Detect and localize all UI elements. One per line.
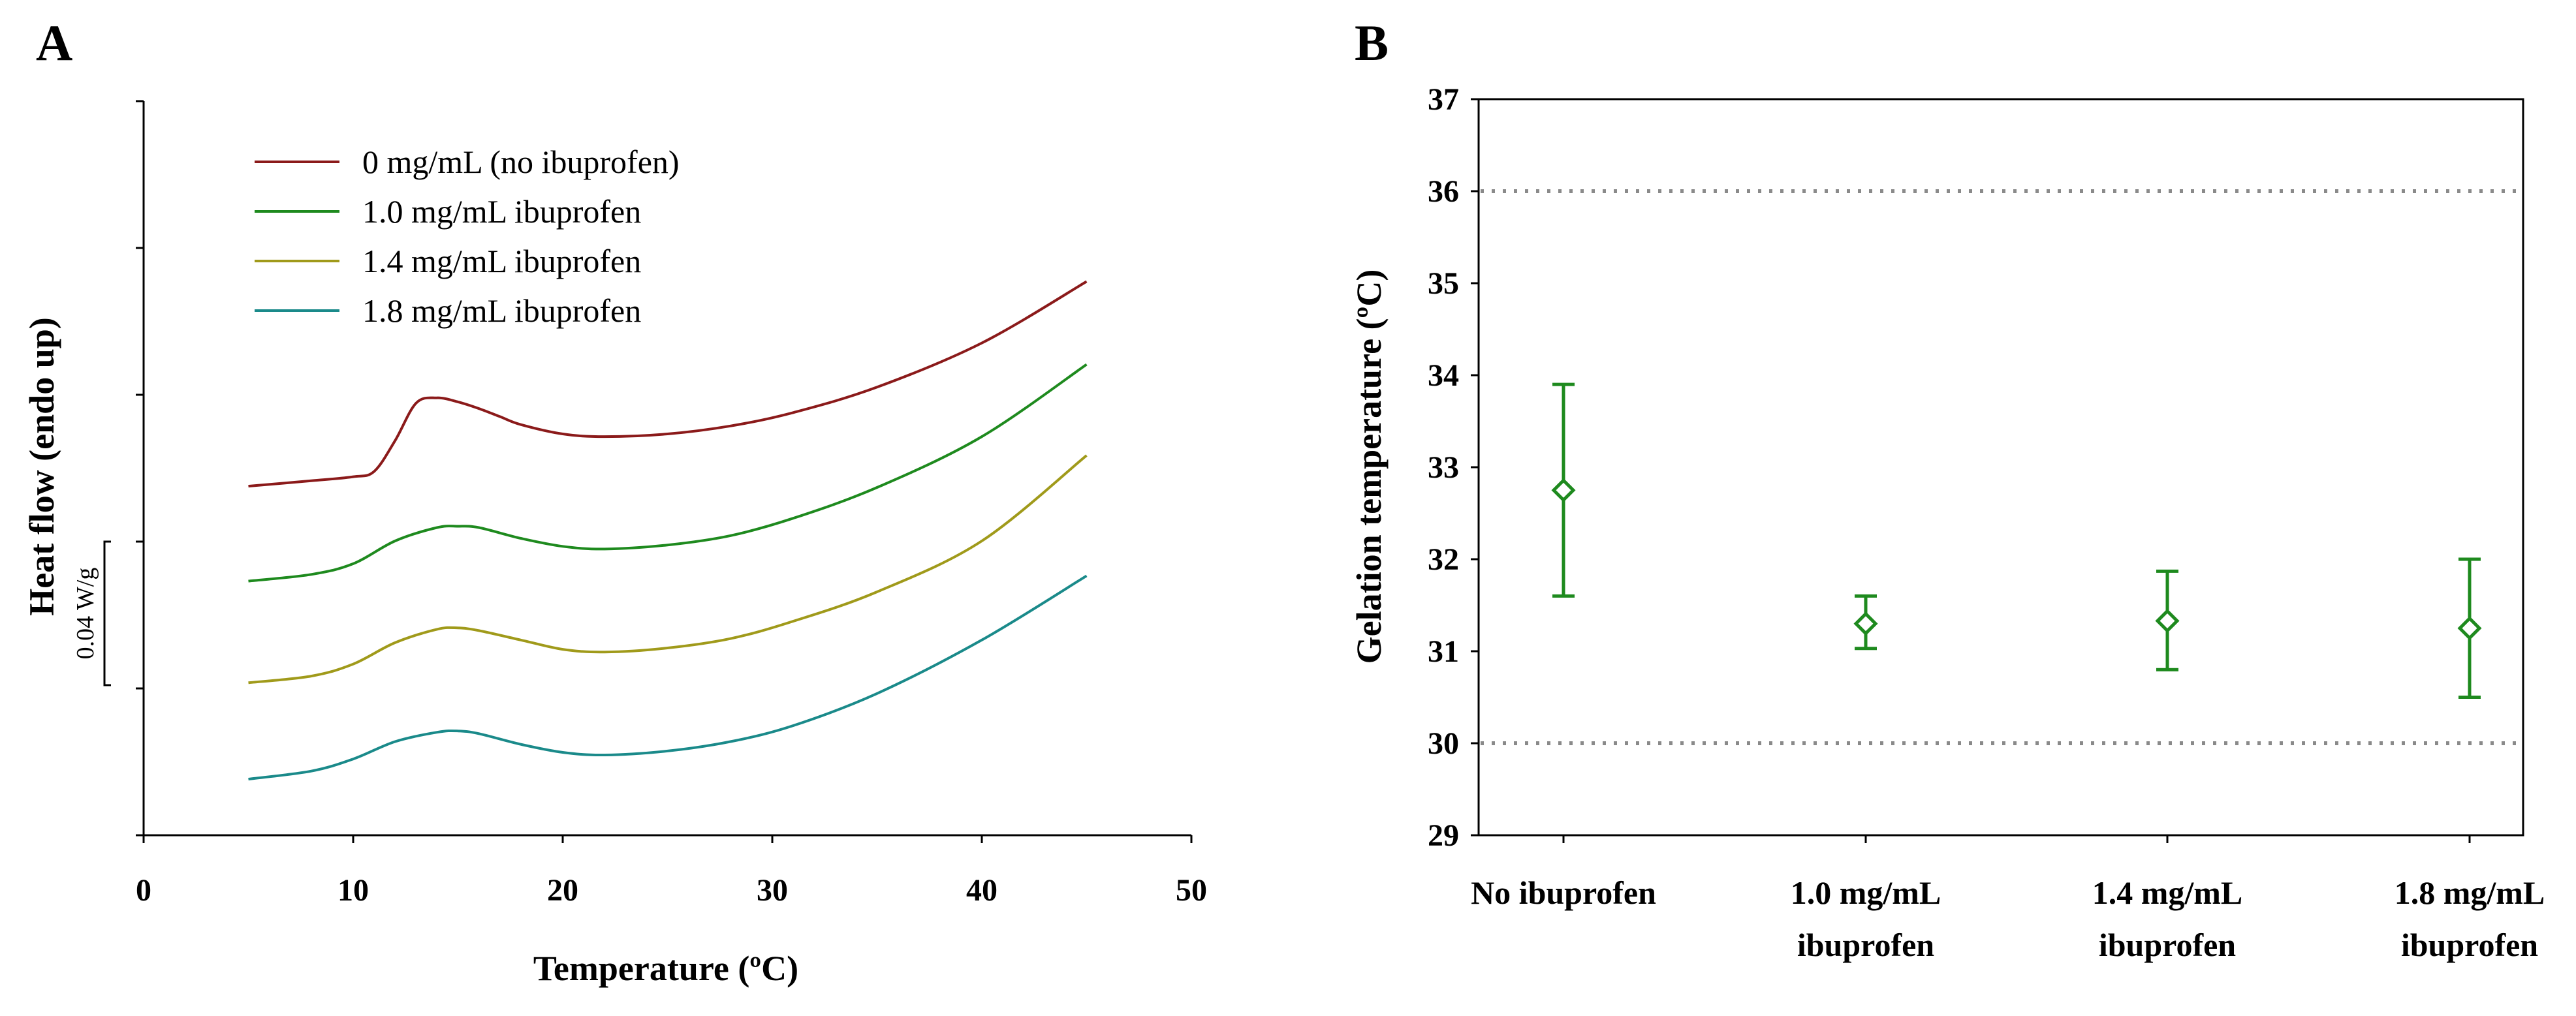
y-tick-label: 34 [1428,358,1459,393]
scale-bar: 0.04 W/g [72,540,111,686]
x-tick-label: 40 [966,873,997,908]
category-label: 1.8 mg/mL [2395,874,2545,911]
panel-b-points [1551,382,2482,843]
x-tick-label: 50 [1176,873,1207,908]
panel-b-letter: B [1355,14,1389,71]
panel-b: B 29 30 31 32 33 34 35 36 37 No ibuprofen 1.0 mg/… [1349,14,2545,963]
category-label: No ibuprofen [1471,874,1656,911]
panel-b-categories: No ibuprofen 1.0 mg/mL ibuprofen 1.4 mg/mL i… [1471,874,2545,963]
y-tick-label: 31 [1428,634,1459,669]
x-tick-label: 30 [757,873,788,908]
y-tick-label: 36 [1428,174,1459,209]
category-label: ibuprofen [2401,927,2538,963]
y-tick-label: 33 [1428,450,1459,485]
series-line [248,363,1088,583]
reference-lines [1481,189,2521,745]
data-point [2155,608,2180,634]
panel-b-y-axis-title: Gelation temperature (ºC) [1349,269,1389,664]
y-tick-label: 37 [1428,82,1459,117]
x-tick-label: 20 [547,873,578,908]
category-label: ibuprofen [2099,927,2236,963]
x-tick-label: 0 [136,873,151,908]
scale-bar-bracket [103,540,111,686]
panel-b-y-ticks: 29 30 31 32 33 34 35 36 37 [1428,82,1479,853]
panel-a: A 0 10 20 30 40 50 0.04 W/g Heat flow (endo u… [22,14,1207,988]
data-point [1551,478,1576,502]
scale-bar-label: 0.04 W/g [72,568,99,660]
legend-label: 0 mg/mL (no ibuprofen) [362,144,680,180]
x-tick-label: 10 [338,873,369,908]
panel-a-series [248,280,1088,780]
legend: 0 mg/mL (no ibuprofen) 1.0 mg/mL ibuprofe… [255,144,680,329]
legend-label: 1.8 mg/mL ibuprofen [362,292,641,329]
data-point [1853,611,1878,636]
series-line [248,454,1088,685]
series-line [248,280,1088,487]
panel-a-y-ticks [136,100,144,837]
y-tick-label: 32 [1428,542,1459,577]
category-label: ibuprofen [1797,927,1934,963]
panel-a-y-axis-title: Heat flow (endo up) [22,317,61,616]
data-point [2457,616,2482,641]
y-tick-label: 30 [1428,726,1459,761]
category-label: 1.4 mg/mL [2092,874,2243,911]
category-label: 1.0 mg/mL [1791,874,1941,911]
plot-frame [1477,98,2524,837]
legend-label: 1.0 mg/mL ibuprofen [362,193,641,230]
panel-a-x-ticks: 0 10 20 30 40 50 [136,835,1207,908]
series-line [248,574,1088,780]
y-tick-label: 35 [1428,266,1459,301]
y-tick-label: 29 [1428,818,1459,853]
panel-a-x-axis-title: Temperature (ºC) [533,949,798,988]
legend-label: 1.4 mg/mL ibuprofen [362,243,641,279]
panel-a-letter: A [36,14,72,71]
